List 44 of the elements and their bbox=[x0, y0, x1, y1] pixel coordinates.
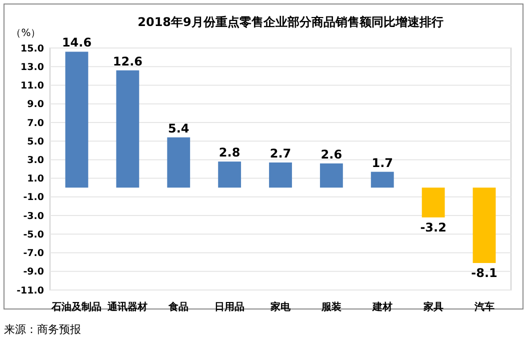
data-label: 14.6 bbox=[62, 36, 92, 50]
bar bbox=[269, 162, 292, 188]
y-tick-label: -1.0 bbox=[23, 192, 44, 204]
x-tick-label: 食品 bbox=[168, 301, 189, 313]
chart-title: 2018年9月份重点零售企业部分商品销售额同比增速排行 bbox=[138, 15, 444, 29]
x-tick-label: 服装 bbox=[320, 301, 342, 313]
y-tick-label: 9.0 bbox=[27, 99, 44, 110]
x-tick-label: 建材 bbox=[371, 301, 392, 313]
y-tick-label: -7.0 bbox=[23, 248, 44, 260]
y-tick-label: 5.0 bbox=[27, 136, 44, 148]
y-tick-label: 11.0 bbox=[20, 80, 44, 92]
bar bbox=[320, 163, 343, 188]
data-label: 1.7 bbox=[372, 156, 394, 170]
bar bbox=[65, 52, 88, 188]
data-label: 2.6 bbox=[320, 147, 342, 162]
y-tick-label: 7.0 bbox=[27, 118, 44, 129]
source-note: 来源：商务预报 bbox=[4, 323, 81, 336]
y-tick-label: -5.0 bbox=[23, 229, 44, 240]
data-label: 2.7 bbox=[270, 146, 292, 160]
data-label: -3.2 bbox=[420, 220, 446, 234]
y-axis-title: （%） bbox=[11, 28, 41, 39]
data-label: 2.8 bbox=[218, 146, 240, 160]
y-tick-label: 13.0 bbox=[20, 62, 44, 73]
bar bbox=[370, 172, 394, 188]
y-tick-label: -3.0 bbox=[23, 210, 44, 222]
bar bbox=[218, 162, 242, 188]
data-label: 5.4 bbox=[168, 121, 190, 136]
data-label: -8.1 bbox=[471, 266, 498, 280]
y-tick-label: 3.0 bbox=[27, 155, 44, 166]
y-tick-label: 1.0 bbox=[27, 174, 44, 185]
x-tick-label: 汽车 bbox=[473, 301, 494, 313]
bar bbox=[116, 70, 140, 188]
x-tick-label: 家电 bbox=[270, 301, 292, 313]
y-tick-label: -11.0 bbox=[16, 285, 44, 296]
x-tick-label: 日用品 bbox=[214, 301, 245, 313]
x-tick-label: 家具 bbox=[422, 301, 444, 313]
x-tick-label: 石油及制品 bbox=[50, 301, 102, 313]
bar bbox=[167, 137, 190, 188]
data-label: 12.6 bbox=[112, 54, 142, 68]
y-tick-label: 15.0 bbox=[20, 43, 44, 54]
bar bbox=[472, 188, 496, 264]
y-tick-label: -9.0 bbox=[23, 266, 44, 278]
x-tick-label: 通讯器材 bbox=[106, 301, 148, 313]
bar bbox=[422, 188, 445, 218]
